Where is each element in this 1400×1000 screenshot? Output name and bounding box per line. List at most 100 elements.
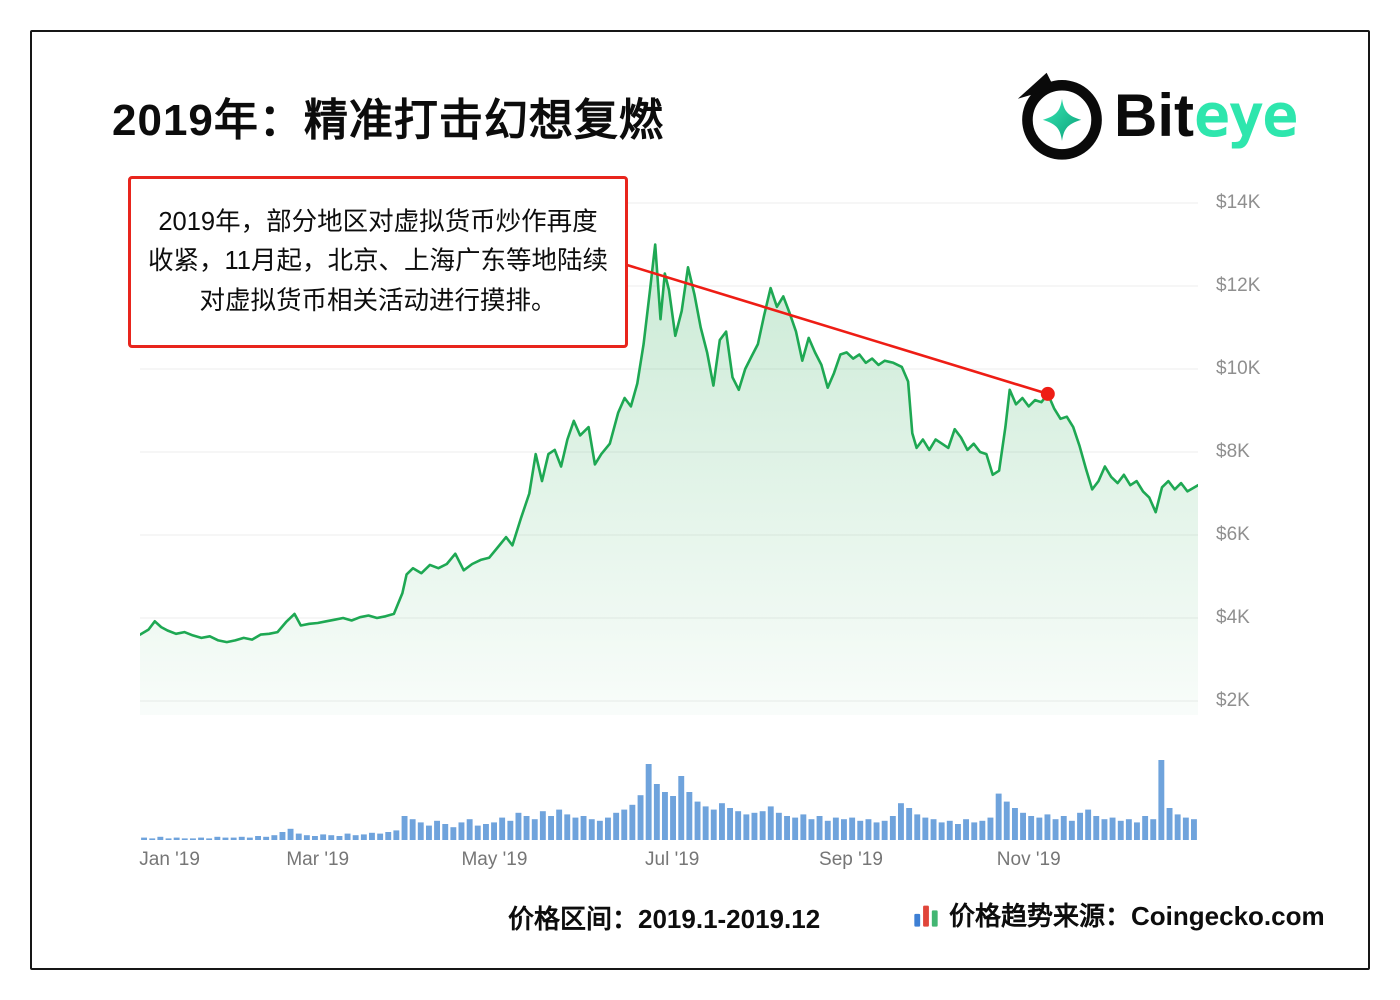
volume-bar bbox=[450, 827, 457, 840]
annotation-box: 2019年，部分地区对虚拟货币炒作再度收紧，11月起，北京、上海广东等地陆续对虚… bbox=[128, 176, 628, 348]
volume-bar bbox=[165, 838, 172, 840]
volume-bar bbox=[556, 809, 563, 840]
volume-bar bbox=[1191, 819, 1197, 840]
volume-bar bbox=[792, 817, 799, 840]
price-range-label: 价格区间：2019.1-2019.12 bbox=[508, 904, 821, 934]
volume-bar bbox=[637, 795, 644, 840]
volume-bar bbox=[914, 814, 921, 840]
volume-bar bbox=[344, 833, 351, 840]
volume-bar bbox=[214, 836, 221, 840]
volume-bar bbox=[645, 764, 652, 840]
volume-bar bbox=[320, 834, 327, 840]
x-axis-label: Sep '19 bbox=[819, 849, 883, 870]
volume-bar bbox=[710, 809, 717, 840]
volume-bar bbox=[922, 817, 929, 840]
volume-bar bbox=[312, 836, 318, 840]
volume-bar bbox=[1109, 817, 1116, 840]
volume-bar bbox=[946, 820, 953, 840]
volume-bar bbox=[719, 803, 725, 840]
volume-bar bbox=[800, 814, 807, 840]
volume-bar bbox=[832, 817, 839, 840]
volume-bar bbox=[1166, 808, 1173, 840]
volume-bar bbox=[287, 828, 294, 840]
volume-bar bbox=[588, 819, 595, 840]
y-axis-label: $6K bbox=[1216, 524, 1250, 545]
volume-bar bbox=[263, 836, 270, 840]
volume-bar bbox=[1101, 819, 1108, 840]
volume-bar bbox=[442, 824, 449, 840]
logo-wordmark: Biteye bbox=[1114, 86, 1298, 147]
volume-bar bbox=[971, 822, 978, 840]
biteye-logo: Biteye bbox=[1014, 68, 1298, 164]
volume-bar bbox=[629, 804, 636, 840]
volume-bar bbox=[873, 822, 880, 840]
volume-bar bbox=[157, 836, 164, 840]
volume-bar bbox=[303, 835, 310, 840]
volume-bar bbox=[1085, 809, 1092, 840]
volume-bar bbox=[979, 820, 986, 840]
volume-bar bbox=[743, 814, 750, 840]
volume-bar bbox=[417, 822, 424, 840]
volume-bar bbox=[409, 819, 416, 840]
volume-bar bbox=[255, 836, 261, 840]
volume-bar bbox=[808, 819, 815, 840]
annotation-dot bbox=[1040, 386, 1055, 401]
volume-bar bbox=[369, 832, 375, 840]
volume-bar bbox=[507, 820, 514, 840]
source-label: 价格趋势来源：Coingecko.com bbox=[949, 901, 1325, 931]
volume-bar bbox=[686, 792, 693, 840]
volume-bar bbox=[572, 817, 579, 840]
volume-bar bbox=[881, 820, 888, 840]
y-axis-label: $10K bbox=[1216, 358, 1261, 379]
volume-bar bbox=[662, 792, 668, 840]
volume-bar bbox=[515, 812, 522, 840]
volume-bar bbox=[702, 806, 709, 840]
volume-bar bbox=[1134, 822, 1140, 840]
volume-bar bbox=[360, 834, 367, 840]
y-axis-label: $2K bbox=[1216, 690, 1250, 711]
volume-bar bbox=[1158, 760, 1165, 840]
volume-bar bbox=[222, 837, 229, 840]
volume-bar bbox=[328, 835, 335, 840]
volume-bar bbox=[1044, 814, 1051, 840]
volume-bar bbox=[987, 817, 994, 840]
volume-bar bbox=[483, 824, 489, 840]
volume-bar bbox=[336, 836, 343, 840]
volume-bar bbox=[857, 820, 864, 840]
volume-bar bbox=[499, 817, 506, 840]
volume-bar bbox=[1012, 808, 1018, 840]
volume-bar bbox=[474, 825, 481, 840]
volume-bar bbox=[401, 816, 408, 840]
volume-bar bbox=[1125, 819, 1132, 840]
volume-bar bbox=[1077, 812, 1083, 840]
volume-bar bbox=[605, 817, 611, 840]
page-title: 2019年：精准打击幻想复燃 bbox=[112, 96, 664, 145]
volume-bar bbox=[1174, 814, 1181, 840]
volume-bar bbox=[190, 838, 196, 840]
volume-bar bbox=[865, 819, 872, 840]
volume-bar bbox=[906, 808, 913, 840]
x-axis-label: Nov '19 bbox=[996, 849, 1061, 870]
volume-bar bbox=[295, 833, 302, 840]
volume-bar bbox=[678, 776, 685, 840]
volume-bar bbox=[531, 819, 538, 840]
x-axis-label: Jul '19 bbox=[645, 849, 700, 870]
y-axis-label: $12K bbox=[1216, 275, 1261, 296]
volume-bar bbox=[230, 837, 237, 840]
volume-bar bbox=[458, 822, 465, 840]
x-axis-label: Mar '19 bbox=[286, 849, 350, 870]
volume-bar bbox=[1150, 819, 1157, 840]
volume-bar bbox=[149, 838, 156, 840]
volume-bar bbox=[1068, 820, 1075, 840]
volume-bar bbox=[352, 835, 359, 840]
volume-bar bbox=[1020, 812, 1026, 840]
volume-bar bbox=[523, 816, 530, 840]
volume-bar bbox=[841, 819, 847, 840]
annotation-line bbox=[626, 263, 1049, 396]
price-area bbox=[140, 244, 1198, 715]
volume-bar bbox=[1028, 816, 1035, 840]
price-line bbox=[140, 243, 1198, 644]
x-axis-label: May '19 bbox=[461, 849, 528, 870]
volume-bar bbox=[279, 832, 286, 840]
volume-bar bbox=[963, 819, 969, 840]
